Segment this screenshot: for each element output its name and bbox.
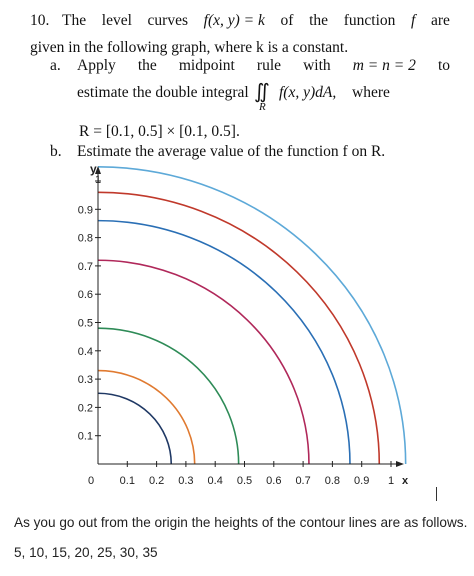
- y-axis-label: y: [90, 162, 97, 176]
- contour-line-3: [97, 327, 240, 465]
- part-b-label: b.: [50, 143, 62, 160]
- contour-line-7: [97, 166, 407, 465]
- contour-line-4: [97, 259, 310, 465]
- y-tick-label-0.1: 0.1: [78, 431, 93, 443]
- plot-axes: x y 0: [88, 162, 409, 487]
- contour-line-5: [97, 219, 351, 465]
- y-tick-label-0.6: 0.6: [78, 289, 93, 301]
- integrand: f(x, y)dA,: [279, 84, 337, 101]
- y-tick-label-0.9: 0.9: [78, 204, 93, 216]
- x-tick-label-0.3: 0.3: [178, 475, 193, 487]
- x-axis-label: x: [402, 475, 409, 487]
- part-a-line-2: estimate the double integral: [77, 84, 249, 101]
- x-tick-label-0.6: 0.6: [266, 475, 281, 487]
- x-axis-arrow: [396, 461, 404, 467]
- contour-heights-note: As you go out from the origin the height…: [14, 515, 468, 530]
- x-tick-label-0.5: 0.5: [237, 475, 252, 487]
- origin-label: 0: [88, 475, 94, 487]
- y-tick-label-0.8: 0.8: [78, 233, 93, 245]
- problem-number: 10.: [30, 12, 50, 29]
- part-a-line-1: Apply the midpoint rule with m = n = 2 t…: [77, 57, 450, 74]
- contour-heights-values: 5, 10, 15, 20, 25, 30, 35: [14, 545, 158, 560]
- contour-curves: [97, 166, 407, 465]
- contour-plot: xy0 0.1 0.2 0.3 0.4 0.5 0.6 0.7 0.8 0.9 10.10.20.…: [78, 162, 409, 487]
- contour-line-2: [97, 369, 196, 465]
- x-tick-label-0.1: 0.1: [120, 475, 135, 487]
- region-definition: R = [0.1, 0.5] × [0.1, 0.5].: [79, 123, 240, 140]
- x-tick-label-0.4: 0.4: [208, 475, 223, 487]
- x-tick-label-0.9: 0.9: [354, 475, 369, 487]
- where-word: where: [352, 84, 390, 101]
- contour-line-1: [97, 392, 173, 465]
- double-integral-sign: ∬: [254, 81, 270, 103]
- x-tick-label-0.7: 0.7: [295, 475, 310, 487]
- y-axis-arrow: [95, 166, 101, 174]
- part-a-label: a.: [50, 57, 61, 74]
- problem-line-1: The level curves f(x, y) = k of the func…: [62, 12, 450, 29]
- y-tick-label-1: 1: [95, 174, 101, 186]
- text-cursor: [436, 487, 437, 501]
- x-tick-label-1: 1: [388, 475, 394, 487]
- y-tick-label-0.2: 0.2: [78, 402, 93, 414]
- problem-line-2: given in the following graph, where k is…: [30, 39, 349, 56]
- part-b-text: Estimate the average value of the functi…: [77, 143, 386, 160]
- y-tick-label-0.4: 0.4: [78, 346, 93, 358]
- x-tick-label-0.2: 0.2: [149, 475, 164, 487]
- axis-ticks: 0.1 0.2 0.3 0.4 0.5 0.6 0.7 0.8 0.9 1 0.1 0.2 0.3 0.4…: [78, 174, 394, 487]
- integral-region-subscript: R: [259, 101, 266, 113]
- y-tick-label-0.3: 0.3: [78, 374, 93, 386]
- contour-line-6: [97, 191, 381, 465]
- x-tick-label-0.8: 0.8: [325, 475, 340, 487]
- y-tick-label-0.7: 0.7: [78, 261, 93, 273]
- y-tick-label-0.5: 0.5: [78, 318, 93, 330]
